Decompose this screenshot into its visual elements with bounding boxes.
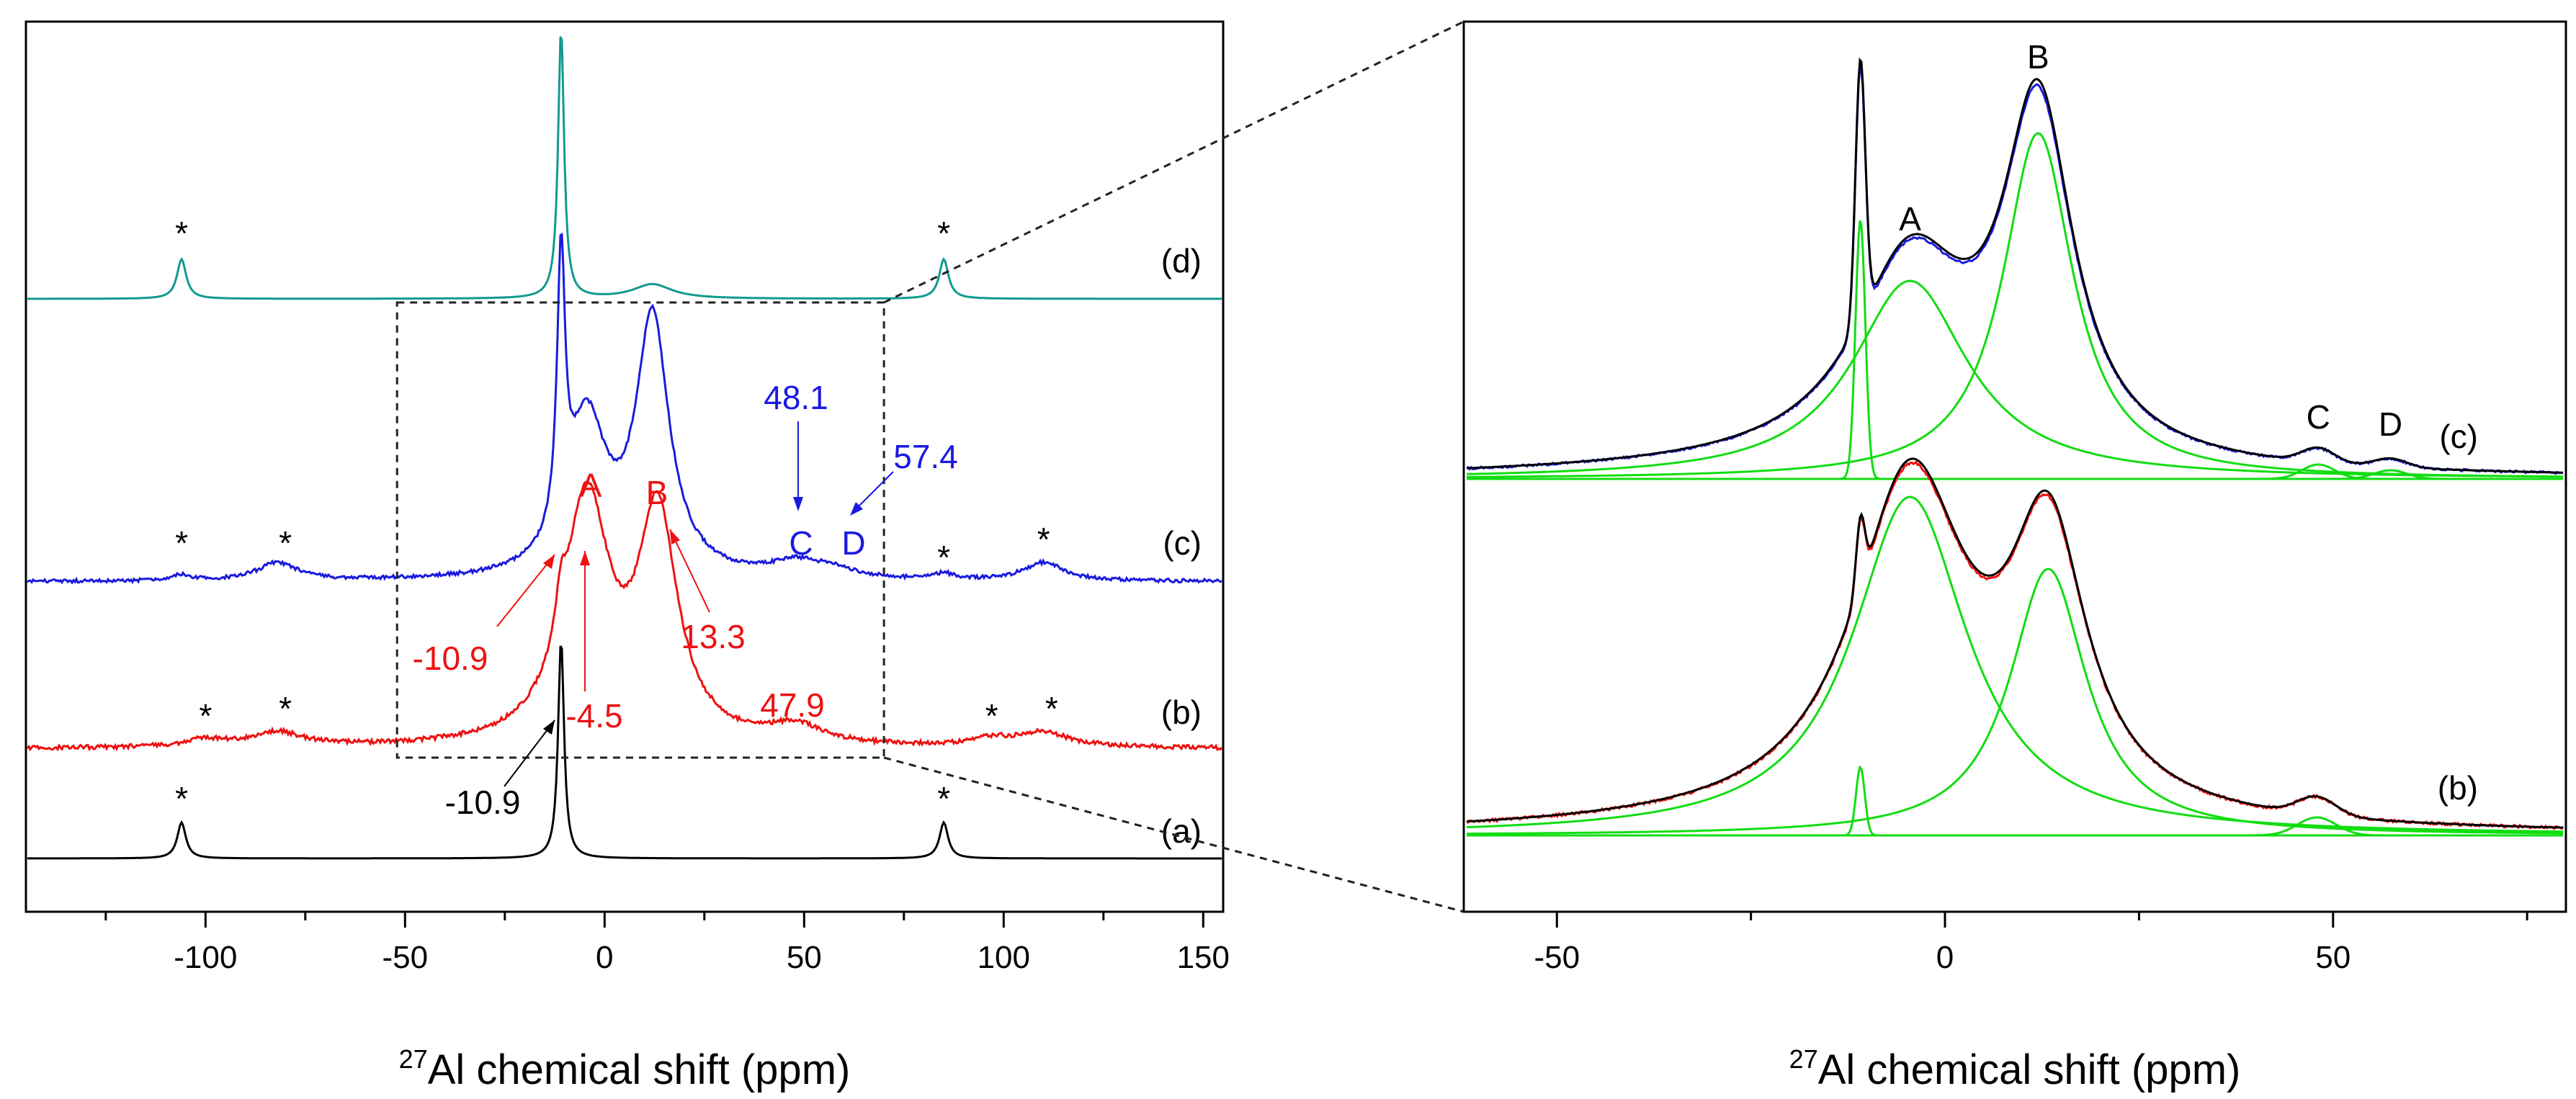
- arrowhead-a-10.9: [543, 720, 555, 735]
- right-b-component-0-line: [1467, 765, 2563, 837]
- peak-label-c-D: D: [841, 524, 865, 562]
- arrowhead-b-10.9: [543, 555, 555, 569]
- spinning-sideband-marker: *: [937, 780, 950, 817]
- right-b-experimental-line: [1466, 460, 2564, 830]
- right-c-fit-total-line: [1466, 57, 2563, 474]
- spinning-sideband-marker: *: [937, 215, 950, 252]
- left-tick-label: 0: [596, 940, 613, 975]
- right-peak-label-B: B: [2027, 38, 2049, 76]
- spinning-sideband-marker: *: [175, 780, 188, 817]
- arrow-b-13.3: [669, 529, 710, 613]
- left-spectra: [26, 36, 1223, 860]
- right-c-component-4-line: [1467, 469, 2563, 480]
- annotation-b-47.9: 47.9: [760, 686, 825, 724]
- right-b-fit-total-line: [1466, 457, 2564, 829]
- left-tick-label: -100: [174, 940, 237, 975]
- annotation-b-10.9: -10.9: [413, 640, 488, 677]
- right-b-component-2-line: [1467, 568, 2563, 835]
- spinning-sideband-marker: *: [279, 690, 292, 727]
- right-tick-label: 0: [1936, 940, 1954, 975]
- zoom-connector-bottom: [883, 756, 1464, 913]
- right-panel: -50 0 50 A B C D (c) (b) 27Al chemical shift (p…: [1462, 20, 2567, 1093]
- zoom-region-box: [395, 301, 885, 759]
- spectrum-b-line: [26, 479, 1223, 752]
- left-x-ticks: -100 -50 0 50 100 150: [104, 912, 1230, 975]
- series-label-a: (a): [1161, 812, 1202, 850]
- right-b-component-3-line: [1467, 816, 2563, 837]
- series-label-b: (b): [1161, 694, 1202, 731]
- right-annotations: A B C D (c) (b): [1899, 38, 2478, 807]
- left-panel: -100 -50 0 50 100 150 (d) (c) (b) (a) * * * * * * * * * * *…: [24, 20, 1230, 1093]
- left-plot-frame: [24, 20, 1225, 913]
- arrowhead-b-13.3: [670, 529, 680, 544]
- right-series-label-c: (c): [2439, 418, 2478, 455]
- spectrum-a-line: [27, 645, 1222, 860]
- right-plot-frame: [1462, 20, 2567, 913]
- annotation-a-10.9: -10.9: [445, 784, 521, 821]
- spinning-sideband-marker: *: [985, 697, 998, 735]
- spectrum-d-line: [27, 36, 1222, 300]
- right-peak-label-D: D: [2379, 405, 2402, 443]
- spinning-sideband-marker: *: [937, 539, 950, 576]
- annotation-b-13.3: 13.3: [681, 618, 746, 655]
- peak-label-b-B: B: [646, 474, 668, 511]
- left-tick-label: 100: [978, 940, 1030, 975]
- spinning-sideband-marker: *: [1045, 690, 1058, 727]
- series-label-d: (d): [1161, 242, 1202, 279]
- spinning-sideband-marker: *: [199, 697, 212, 735]
- left-tick-label: 50: [787, 940, 822, 975]
- left-x-axis-label: 27Al chemical shift (ppm): [399, 1044, 851, 1093]
- series-label-c: (c): [1163, 524, 1202, 562]
- right-b-component-1-line: [1466, 495, 2563, 833]
- arrow-b-10.9: [496, 554, 555, 627]
- spectrum-c-line: [27, 233, 1222, 585]
- peak-label-b-A: A: [580, 467, 602, 504]
- left-tick-label: 150: [1177, 940, 1230, 975]
- spinning-sideband-marker: *: [175, 524, 188, 562]
- right-peak-label-A: A: [1899, 200, 1921, 238]
- right-peak-label-C: C: [2307, 398, 2330, 436]
- annotation-c-57.4: 57.4: [893, 438, 958, 475]
- right-tick-label: -50: [1534, 940, 1580, 975]
- right-x-axis-label: 27Al chemical shift (ppm): [1789, 1044, 2241, 1093]
- arrow-a-10.9: [504, 719, 555, 787]
- spinning-sideband-marker: *: [279, 524, 292, 562]
- right-series-label-b: (b): [2438, 769, 2478, 807]
- right-c-component-1-line: [1467, 279, 2563, 478]
- spinning-sideband-marker: *: [175, 215, 188, 252]
- right-x-ticks: -50 0 50: [1534, 912, 2528, 975]
- annotation-b-4.5: -4.5: [565, 697, 622, 735]
- arrow-c-57.4: [853, 471, 894, 512]
- arrowhead-b-4.5: [580, 551, 590, 565]
- annotation-c-48.1: 48.1: [764, 379, 828, 416]
- arrowhead-c-48.1: [793, 497, 803, 511]
- zoom-connector-top: [883, 20, 1464, 304]
- right-spectra: [1466, 57, 2564, 837]
- left-tick-label: -50: [383, 940, 429, 975]
- left-annotations: (d) (c) (b) (a) * * * * * * * * * * * * -10.9 -10.9 -4.5 13…: [175, 215, 1202, 850]
- right-tick-label: 50: [2315, 940, 2351, 975]
- arrowhead-c-57.4: [850, 502, 863, 516]
- peak-label-c-C: C: [789, 524, 813, 562]
- spinning-sideband-marker: *: [1037, 521, 1050, 558]
- right-c-component-2-line: [1467, 132, 2563, 478]
